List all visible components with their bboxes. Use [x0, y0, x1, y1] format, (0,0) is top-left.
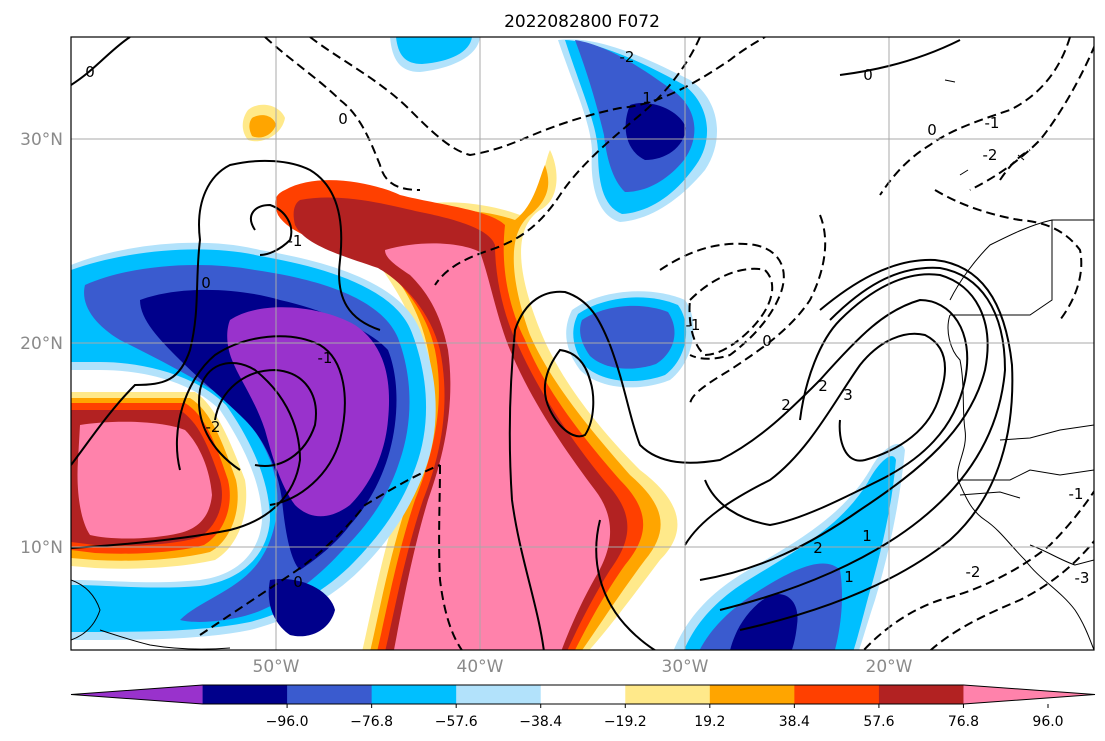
contour-label: 0	[927, 121, 937, 139]
contour-label: 1	[862, 527, 872, 545]
contour-label: 0	[201, 274, 211, 292]
contour-label: -2	[983, 146, 998, 164]
contour-label: 0	[85, 63, 95, 81]
contour-label: -1	[318, 349, 333, 367]
contour-label: -3	[1075, 569, 1090, 587]
colorbar-tick-label: −96.0	[266, 714, 309, 730]
contour-label: 0	[762, 332, 772, 350]
contour-label: -1	[686, 316, 701, 334]
contour-labels: 0 0 0 0 0 0 0 -1 -1 -1 -1 -1 -2 -2 -2 -2…	[85, 48, 1089, 591]
contour-label: 0	[338, 110, 348, 128]
contour-label: 2	[781, 396, 791, 414]
colorbar-segment	[794, 685, 880, 704]
colorbar-tick-label: 76.8	[948, 714, 979, 730]
lat-label: 30°N	[20, 130, 63, 150]
contour-label: -2	[206, 418, 221, 436]
colorbar-tick-label: −38.4	[519, 714, 562, 730]
contour-label: -2	[620, 48, 635, 66]
map-frame	[70, 36, 1095, 651]
lon-label: 30°W	[662, 657, 709, 677]
colorbar-outline	[70, 684, 1096, 705]
lat-label: 10°N	[20, 538, 63, 558]
contour-label: 0	[293, 573, 303, 591]
lat-label: 20°N	[20, 334, 63, 354]
colorbar-tick-label: 57.6	[863, 714, 894, 730]
contour-label: 0	[863, 66, 873, 84]
colorbar-segment	[371, 685, 457, 704]
contour-label: -2	[966, 563, 981, 581]
lat-labels: 30°N 20°N 10°N	[20, 130, 63, 558]
colorbar-tick-label: 38.4	[779, 714, 810, 730]
filled-contours	[71, 37, 905, 650]
colorbar-tick-label: −19.2	[604, 714, 647, 730]
contour-label: -1	[288, 232, 303, 250]
lon-label: 20°W	[866, 657, 913, 677]
colorbar-tick-label: −57.6	[435, 714, 478, 730]
contour-label: 2	[813, 539, 823, 557]
colorbar-segment	[202, 685, 288, 704]
contour-label: 1	[642, 89, 652, 107]
colorbar-tick-label: −76.8	[350, 714, 393, 730]
colorbar-segment	[456, 685, 542, 704]
contour-label: 3	[843, 386, 853, 404]
colorbar-segment	[878, 685, 964, 704]
lon-label: 50°W	[253, 657, 300, 677]
solid-contours	[71, 37, 1014, 650]
colorbar-tick-label: 96.0	[1032, 714, 1063, 730]
lon-label: 40°W	[457, 657, 504, 677]
contour-label: 2	[818, 377, 828, 395]
colorbar-segment	[709, 685, 795, 704]
map-title: 2022082800 F072	[504, 12, 660, 32]
lon-labels: 50°W 40°W 30°W 20°W	[253, 657, 913, 677]
colorbar-segment	[963, 685, 1095, 704]
contour-label: -1	[985, 114, 1000, 132]
colorbar-segment	[71, 685, 203, 704]
colorbar: −96.0 −76.8 −57.6 −38.4 −19.2 19.2 38.4 57.6 76.…	[70, 684, 1096, 730]
colorbar-segment	[540, 685, 626, 704]
map-panel: 0 0 0 0 0 0 0 -1 -1 -1 -1 -1 -2 -2 -2 -2…	[71, 37, 1094, 650]
colorbar-segment	[287, 685, 373, 704]
colorbar-segment	[625, 685, 711, 704]
dashed-contours	[199, 37, 1094, 650]
contour-label: 1	[844, 568, 854, 586]
colorbar-tick-label: 19.2	[694, 714, 725, 730]
contour-label: -1	[1069, 485, 1084, 503]
gridlines	[71, 37, 1094, 650]
